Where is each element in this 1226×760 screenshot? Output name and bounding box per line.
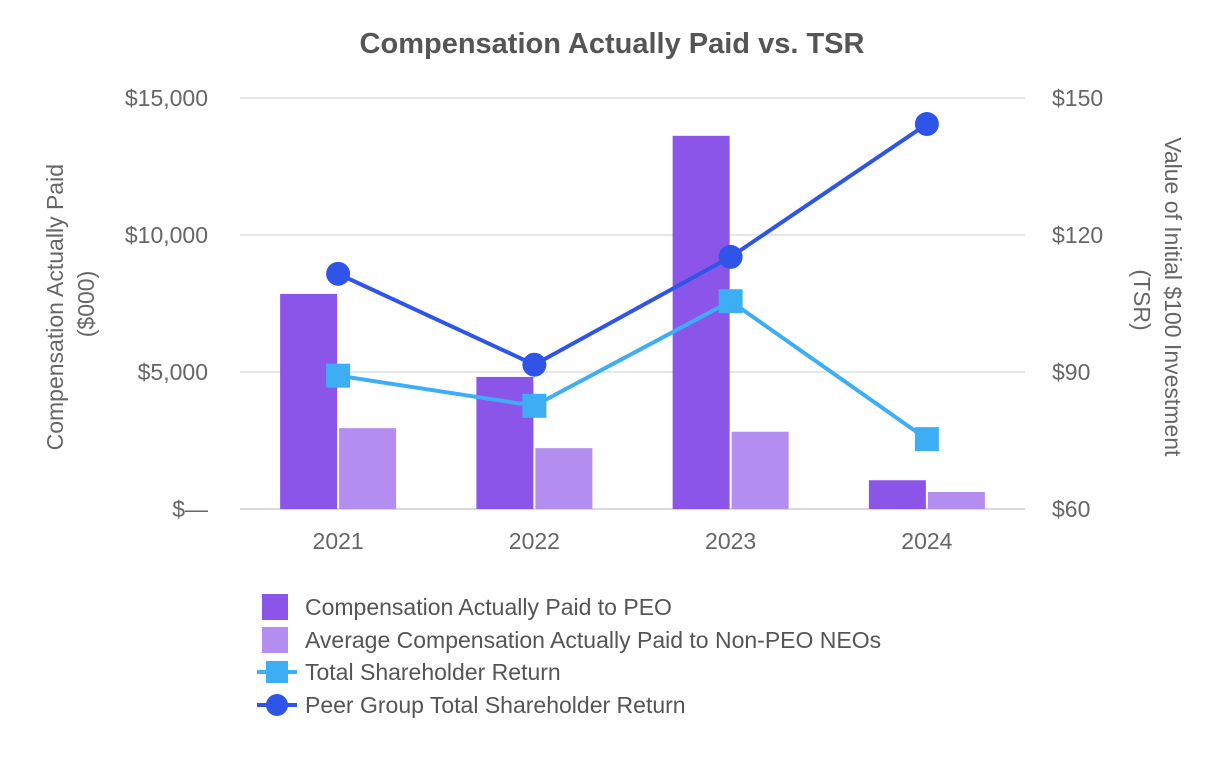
x-tick-label: 2022 — [509, 528, 560, 554]
line-marks — [326, 112, 939, 452]
left-axis-label-line-2: ($000) — [73, 271, 99, 337]
bar-average-compensation-actually-paid-to-non-peo-neos-2023 — [731, 431, 789, 509]
right-axis-label-line-1: Value of Initial $100 Investment — [1160, 137, 1186, 457]
point-peer-group-total-shareholder-return-2021 — [326, 261, 351, 286]
x-tick-label: 2024 — [901, 528, 952, 554]
legend-label: Peer Group Total Shareholder Return — [305, 692, 686, 718]
point-peer-group-total-shareholder-return-2022 — [522, 352, 547, 377]
bar-marks — [280, 135, 985, 509]
point-total-shareholder-return-2024 — [914, 427, 939, 452]
left-tick-label: $15,000 — [125, 85, 208, 111]
legend-label: Total Shareholder Return — [305, 659, 561, 685]
right-axis-label-line-2: (TSR) — [1129, 269, 1155, 330]
right-tick-label: $120 — [1052, 222, 1103, 248]
bar-average-compensation-actually-paid-to-non-peo-neos-2021 — [339, 428, 397, 509]
legend-label: Average Compensation Actually Paid to No… — [305, 627, 881, 653]
series-line-peer-group-total-shareholder-return — [337, 122, 928, 367]
legend-label: Compensation Actually Paid to PEO — [305, 594, 672, 620]
left-axis-label-line-1: Compensation Actually Paid — [42, 164, 68, 450]
right-axis-label: Value of Initial $100 Investment (TSR) — [1129, 137, 1186, 463]
x-axis-ticks: 2021 2022 2023 2024 — [313, 528, 953, 554]
point-total-shareholder-return-2023 — [718, 289, 743, 314]
left-axis-label: Compensation Actually Paid ($000) — [42, 158, 99, 451]
point-total-shareholder-return-2021 — [326, 363, 351, 388]
bar-compensation-actually-paid-to-peo-2024 — [868, 480, 926, 509]
right-axis-ticks: $60 $90 $120 $150 — [1052, 85, 1103, 522]
series-line-total-shareholder-return — [337, 299, 929, 441]
bar-compensation-actually-paid-to-peo-2021 — [280, 293, 338, 509]
right-tick-label: $90 — [1052, 359, 1090, 385]
legend-marker-total-shareholder-return — [266, 661, 288, 683]
legend: Compensation Actually Paid to PEO Average… — [257, 594, 881, 718]
left-axis-ticks: $— $5,000 $10,000 $15,000 — [125, 85, 208, 522]
chart-title: Compensation Actually Paid vs. TSR — [360, 28, 865, 60]
x-tick-label: 2021 — [313, 528, 364, 554]
bar-compensation-actually-paid-to-peo-2023 — [672, 135, 730, 509]
point-peer-group-total-shareholder-return-2024 — [914, 112, 939, 137]
point-peer-group-total-shareholder-return-2023 — [718, 244, 743, 269]
right-tick-label: $60 — [1052, 496, 1090, 522]
bar-average-compensation-actually-paid-to-non-peo-neos-2022 — [535, 448, 593, 509]
left-tick-label: $5,000 — [138, 359, 208, 385]
left-tick-label: $10,000 — [125, 222, 208, 248]
left-tick-label: $— — [172, 496, 208, 522]
legend-marker-peer-group-total-shareholder-return — [266, 694, 288, 716]
point-total-shareholder-return-2022 — [522, 393, 547, 418]
bar-average-compensation-actually-paid-to-non-peo-neos-2024 — [927, 492, 985, 509]
legend-swatch-average-compensation-actually-paid-to-non-peo-neos — [262, 627, 288, 653]
x-tick-label: 2023 — [705, 528, 756, 554]
legend-swatch-compensation-actually-paid-to-peo — [262, 594, 288, 620]
right-tick-label: $150 — [1052, 85, 1103, 111]
